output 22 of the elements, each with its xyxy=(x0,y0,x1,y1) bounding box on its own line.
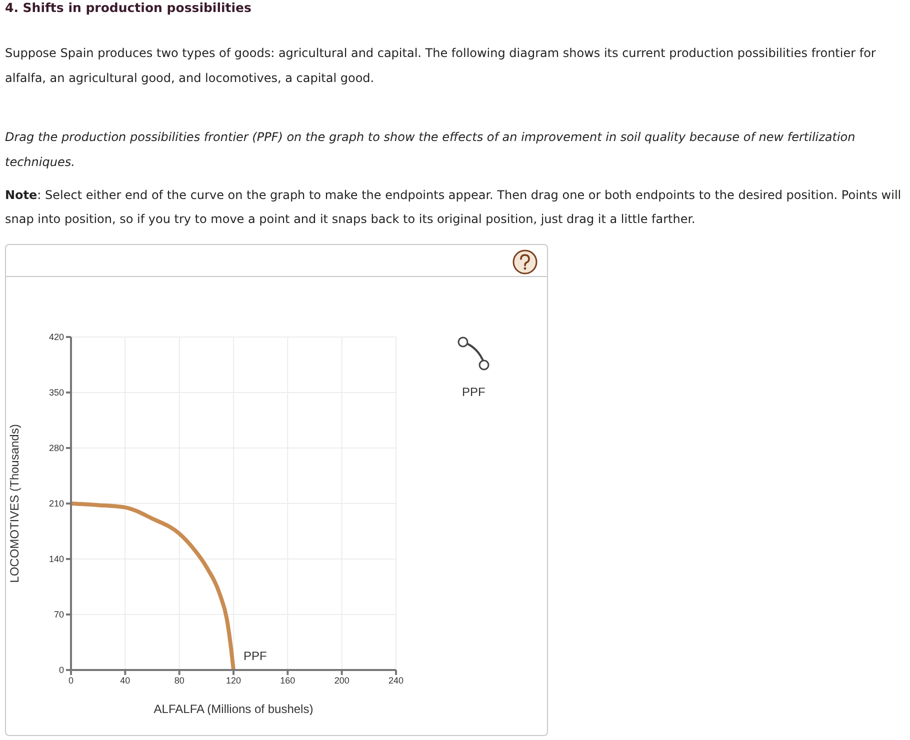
x-tick-label: 120 xyxy=(226,675,242,686)
x-tick-label: 80 xyxy=(174,675,184,686)
series-label: PPF xyxy=(244,649,267,663)
y-tick-label: 0 xyxy=(58,665,64,676)
y-tick-label: 140 xyxy=(48,554,64,564)
y-tick-label: 210 xyxy=(48,498,64,509)
y-tick-label: 350 xyxy=(48,388,64,398)
x-tick-label: 160 xyxy=(280,675,296,686)
text: Suppose Spain produces two types of goods: agricultural and capital. The following diagram shows its current production possibilities frontier for alfalfa, an agricultural good, and locomotives, a capital good. xyxy=(5,45,877,87)
y-tick-label: 420 xyxy=(48,332,64,342)
text: Drag the production possibilities frontier (PPF) on the graph to show the effects of an improvement in soil quality because of new fertilization techniques. xyxy=(5,129,856,171)
text: Note: Select either end of the curve on the graph to make the endpoints appear. Then drag one or both endpoints to the desired position. Points will snap into position, so if you try to move a point and it snaps back to its original position, just drag it a little farther. xyxy=(5,187,902,228)
x-tick-label: 0 xyxy=(68,675,74,686)
y-axis-title: LOCOMOTIVES (Thousands) xyxy=(7,424,22,583)
text: PPF xyxy=(462,385,486,399)
line-series xyxy=(71,502,236,670)
x-tick-label: 240 xyxy=(388,675,404,686)
chart-title: 4. Shifts in production possibilities xyxy=(5,0,252,15)
x-tick-label: 40 xyxy=(120,675,130,686)
y-tick-label: 70 xyxy=(54,610,64,620)
y-tick-label: 280 xyxy=(48,443,64,454)
x-tick-label: 200 xyxy=(334,675,350,686)
